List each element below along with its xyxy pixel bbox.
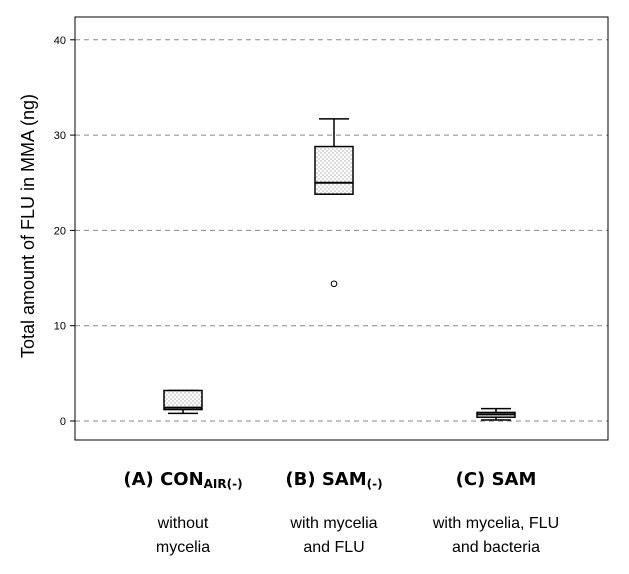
- category-b-label: (B) SAM(-): [285, 469, 383, 491]
- category-a-description: without mycelia: [155, 515, 211, 556]
- box-a: [163, 389, 203, 411]
- category-c: (C) SAM with mycelia, FLU and bacteria: [396, 469, 596, 560]
- y-tick-label-20: 20: [54, 225, 66, 237]
- y-tick-label-40: 40: [54, 35, 66, 47]
- category-b-description: with mycelia and FLU: [290, 515, 378, 556]
- category-b: (B) SAM(-) with mycelia and FLU: [234, 469, 434, 560]
- y-axis-label: Total amount of FLU in MMA (ng): [18, 94, 38, 358]
- category-c-description: with mycelia, FLU and bacteria: [432, 515, 560, 556]
- plot-area-frame: [74, 16, 609, 441]
- y-tick-label-0: 0: [60, 416, 66, 428]
- y-tick-label-30: 30: [54, 130, 66, 142]
- box-b: [314, 145, 354, 195]
- category-a: (A) CONAIR(-) without mycelia: [83, 469, 283, 560]
- outlier-b-0: [330, 280, 338, 288]
- category-c-label: (C) SAM: [455, 469, 537, 490]
- category-a-label: (A) CONAIR(-): [123, 469, 243, 491]
- y-tick-label-10: 10: [54, 321, 66, 333]
